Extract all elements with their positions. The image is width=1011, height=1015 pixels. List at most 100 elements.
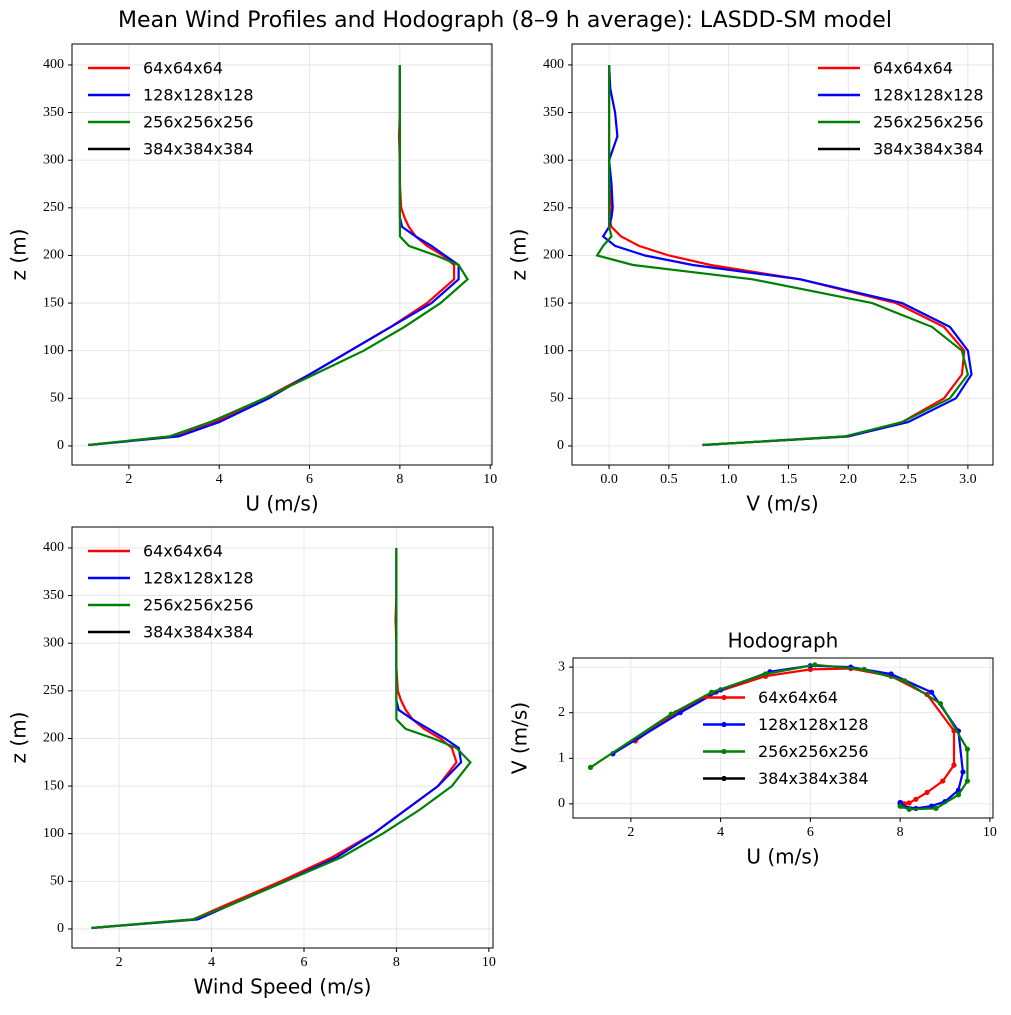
subplot-title: Hodograph	[728, 629, 839, 653]
point	[937, 700, 944, 707]
plot-area	[587, 662, 971, 812]
x-axis-label: Wind Speed (m/s)	[194, 975, 372, 999]
axes-frame	[71, 43, 493, 466]
y-tick-label: 50	[50, 874, 64, 889]
legend-label: 256x256x256	[758, 742, 869, 761]
y-tick-label: 0	[558, 796, 565, 811]
point	[964, 778, 971, 784]
y-tick-label: 0	[557, 438, 564, 453]
legend-label: 256x256x256	[143, 113, 254, 132]
x-tick-label: 10	[983, 825, 997, 840]
subplot: 0.0 0.5 1.0 1.5 2.0 2.5 3.0 0 50 100 150 200 250 300 3…	[507, 43, 994, 516]
point	[677, 710, 683, 716]
point	[888, 671, 894, 677]
legend-label: 384x384x384	[143, 140, 254, 159]
point	[906, 800, 912, 806]
y-tick-label: 100	[43, 343, 64, 358]
x-tick-label: 2.0	[840, 472, 858, 487]
y-tick-label: 0	[57, 438, 64, 453]
point	[964, 746, 971, 752]
legend-label: 384x384x384	[143, 623, 254, 642]
x-tick-label: 2	[627, 825, 634, 840]
legend-label: 128x128x128	[758, 715, 869, 734]
figure-title: Mean Wind Profiles and Hodograph (8–9 h …	[118, 8, 892, 33]
point	[960, 769, 966, 775]
series-line	[601, 64, 973, 447]
y-tick-label: 100	[43, 826, 64, 841]
y-tick-label: 2	[558, 705, 565, 720]
x-tick-label: 4	[216, 472, 223, 487]
x-tick-label: 6	[300, 955, 307, 970]
axes-frame	[571, 43, 994, 466]
x-axis-label: V (m/s)	[746, 492, 818, 516]
legend-marker	[721, 721, 727, 728]
point	[928, 689, 935, 695]
y-tick-label: 150	[43, 778, 64, 793]
y-tick-label: 300	[543, 152, 564, 167]
y-tick-label: 50	[550, 391, 564, 406]
y-tick-label: 200	[43, 248, 64, 263]
y-tick-label: 200	[43, 731, 64, 746]
point	[762, 671, 769, 677]
point	[902, 678, 908, 684]
legend-label: 64x64x64	[873, 59, 953, 78]
point	[812, 662, 818, 668]
x-tick-label: 4	[717, 825, 724, 840]
y-tick-label: 1	[558, 751, 565, 766]
legend-label: 128x128x128	[143, 569, 254, 588]
y-axis-label: z (m)	[507, 229, 531, 281]
x-tick-label: 8	[396, 472, 403, 487]
x-tick-label: 0.0	[600, 472, 618, 487]
point	[861, 666, 867, 672]
x-tick-label: 10	[482, 955, 496, 970]
x-tick-label: 6	[807, 825, 814, 840]
y-tick-label: 250	[43, 683, 64, 698]
point	[587, 764, 594, 771]
x-tick-label: 8	[897, 825, 904, 840]
x-tick-label: 2	[125, 472, 132, 487]
y-tick-label: 250	[543, 200, 564, 215]
point	[807, 666, 813, 672]
y-tick-label: 50	[50, 391, 64, 406]
y-tick-label: 300	[43, 152, 64, 167]
legend-label: 64x64x64	[143, 59, 223, 78]
axes-frame	[71, 526, 494, 949]
plot-area	[88, 65, 470, 447]
y-tick-label: 0	[57, 921, 64, 936]
y-tick-label: 100	[543, 343, 564, 358]
x-tick-label: 2	[116, 955, 123, 970]
plot-area	[595, 64, 973, 447]
y-tick-label: 300	[43, 635, 64, 650]
x-tick-label: 3.0	[959, 472, 977, 487]
x-tick-label: 6	[306, 472, 313, 487]
point	[913, 796, 919, 802]
legend-marker	[721, 748, 727, 755]
y-tick-label: 350	[43, 588, 64, 603]
x-tick-label: 4	[208, 955, 215, 970]
x-axis-label: U (m/s)	[245, 492, 318, 516]
legend-label: 64x64x64	[143, 542, 223, 561]
legend-label: 384x384x384	[873, 140, 984, 159]
y-tick-label: 400	[543, 57, 564, 72]
point	[709, 689, 715, 695]
x-tick-label: 1.0	[720, 472, 738, 487]
y-axis-label: z (m)	[7, 712, 31, 764]
axes-frame	[572, 657, 994, 819]
series-line	[88, 65, 470, 447]
series-line	[589, 663, 969, 811]
y-tick-label: 200	[543, 248, 564, 263]
point	[933, 805, 939, 812]
series-line	[595, 65, 970, 447]
y-tick-label: 350	[543, 105, 564, 120]
legend-marker	[721, 775, 727, 782]
point	[897, 803, 903, 809]
point	[955, 792, 962, 798]
point	[951, 762, 957, 768]
y-tick-label: 150	[543, 295, 564, 310]
legend-label: 128x128x128	[143, 86, 254, 105]
y-tick-label: 250	[43, 200, 64, 215]
y-tick-label: 400	[43, 57, 64, 72]
